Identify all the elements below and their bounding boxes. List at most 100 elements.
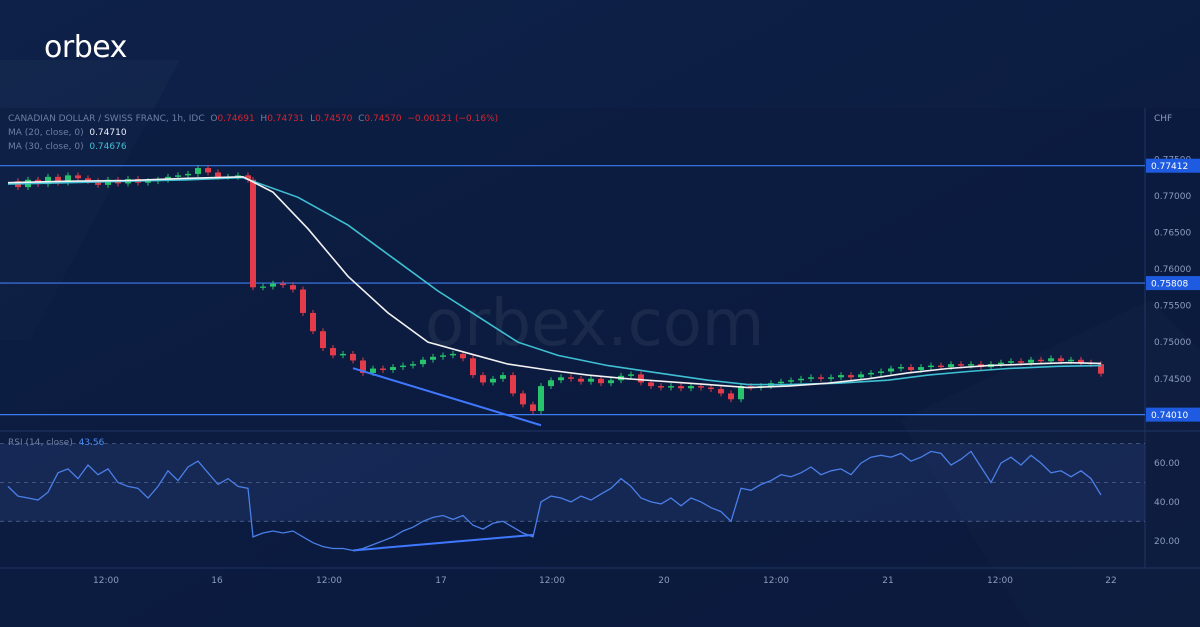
- ma30-value: 0.74676: [89, 142, 127, 152]
- candle-down: [658, 386, 664, 388]
- candle-down: [510, 375, 516, 394]
- axes: CHF0.775000.770000.765000.760000.755000.…: [93, 114, 1200, 586]
- candle-up: [270, 283, 276, 287]
- level-price-tag: [1146, 276, 1200, 291]
- high-value: 0.74731: [267, 114, 305, 124]
- candle-up: [838, 375, 844, 378]
- candle-up: [898, 367, 904, 369]
- candle-down: [85, 178, 91, 182]
- candle-up: [1008, 361, 1014, 363]
- candle-down: [480, 375, 486, 383]
- candle-down: [205, 168, 211, 173]
- rsi-tick-label: 40.00: [1154, 498, 1180, 508]
- candle-down: [460, 353, 466, 359]
- candle-down: [598, 378, 604, 384]
- candle-down: [55, 176, 61, 183]
- change-value: −0.00121 (−0.16%): [407, 114, 499, 124]
- candle-down: [250, 179, 256, 288]
- candle-down: [708, 387, 714, 390]
- candle-up: [1068, 359, 1074, 362]
- candle-up: [968, 364, 974, 366]
- candle-up: [390, 367, 396, 370]
- candle-up: [558, 377, 564, 381]
- candle-up: [340, 353, 346, 356]
- symbol-legend: CANADIAN DOLLAR / SWISS FRANC, 1h, IDC O…: [8, 114, 498, 124]
- candle-up: [430, 356, 436, 360]
- candle-up: [778, 381, 784, 384]
- candle-down: [330, 348, 336, 356]
- rsi-label: RSI (14, close): [8, 438, 73, 448]
- ma30-legend: MA (30, close, 0) 0.74676: [8, 142, 127, 152]
- candle-down: [530, 404, 536, 411]
- candle-up: [400, 365, 406, 368]
- candle-up: [420, 359, 426, 365]
- candle-down: [698, 386, 704, 388]
- candle-down: [728, 393, 734, 400]
- candle-up: [410, 364, 416, 366]
- time-tick-label: 12:00: [539, 576, 565, 586]
- candle-up: [888, 368, 894, 372]
- candle-down: [1098, 364, 1104, 374]
- candle-down: [1058, 358, 1064, 362]
- candle-down: [648, 382, 654, 387]
- candle-down: [310, 312, 316, 332]
- candle-up: [145, 181, 151, 183]
- time-tick-label: 12:00: [763, 576, 789, 586]
- low-label: L: [310, 114, 316, 124]
- time-tick-label: 12:00: [987, 576, 1013, 586]
- candle-up: [538, 386, 544, 411]
- candle-up: [788, 380, 794, 382]
- time-tick-label: 16: [211, 576, 223, 586]
- price-tick-label: 0.76500: [1154, 228, 1191, 238]
- price-tick-label: 0.74500: [1154, 375, 1191, 385]
- ma20-label: MA (20, close, 0): [8, 128, 84, 138]
- candle-up: [235, 175, 241, 177]
- candle-down: [380, 368, 386, 370]
- chart-panel: [0, 108, 1200, 627]
- candle-up: [998, 362, 1004, 365]
- time-tick-label: 12:00: [316, 576, 342, 586]
- candle-up: [608, 380, 614, 384]
- open-value: 0.74691: [217, 114, 255, 124]
- time-tick-label: 20: [658, 576, 670, 586]
- high-label: H: [260, 114, 268, 124]
- orbex-logo: orbex: [44, 30, 127, 65]
- price-tick-label: 0.76000: [1154, 265, 1191, 275]
- candle-up: [500, 375, 506, 379]
- watermark: orbex.com: [425, 287, 764, 361]
- candle-down: [638, 374, 644, 383]
- candle-up: [185, 173, 191, 176]
- time-tick-label: 17: [435, 576, 446, 586]
- candle-down: [360, 360, 366, 373]
- logo-text: orbex: [44, 30, 127, 65]
- open-label: O: [210, 114, 218, 124]
- candle-down: [1038, 359, 1044, 362]
- candle-up: [1028, 359, 1034, 363]
- candle-down: [300, 289, 306, 313]
- candle-up: [440, 355, 446, 357]
- candle-down: [95, 181, 101, 185]
- candle-down: [280, 283, 286, 286]
- level-price-label: 0.77412: [1151, 162, 1188, 172]
- candle-up: [370, 368, 376, 373]
- candle-down: [938, 365, 944, 368]
- low-value: 0.74570: [315, 114, 353, 124]
- candle-down: [818, 377, 824, 379]
- candle-up: [175, 175, 181, 177]
- candle-up: [738, 386, 744, 400]
- candle-up: [450, 353, 456, 356]
- candle-down: [908, 367, 914, 370]
- rsi-tick-label: 20.00: [1154, 537, 1180, 547]
- ma30-label: MA (30, close, 0): [8, 142, 84, 152]
- candle-down: [958, 364, 964, 366]
- candle-up: [858, 374, 864, 378]
- candle-down: [320, 331, 326, 349]
- candle-up: [868, 372, 874, 375]
- candle-down: [568, 377, 574, 379]
- rsi-value: 43.56: [78, 438, 105, 448]
- candle-down: [678, 386, 684, 389]
- price-tick-label: 0.75000: [1154, 338, 1191, 348]
- candle-up: [260, 286, 266, 288]
- rsi-trendline: [352, 533, 534, 552]
